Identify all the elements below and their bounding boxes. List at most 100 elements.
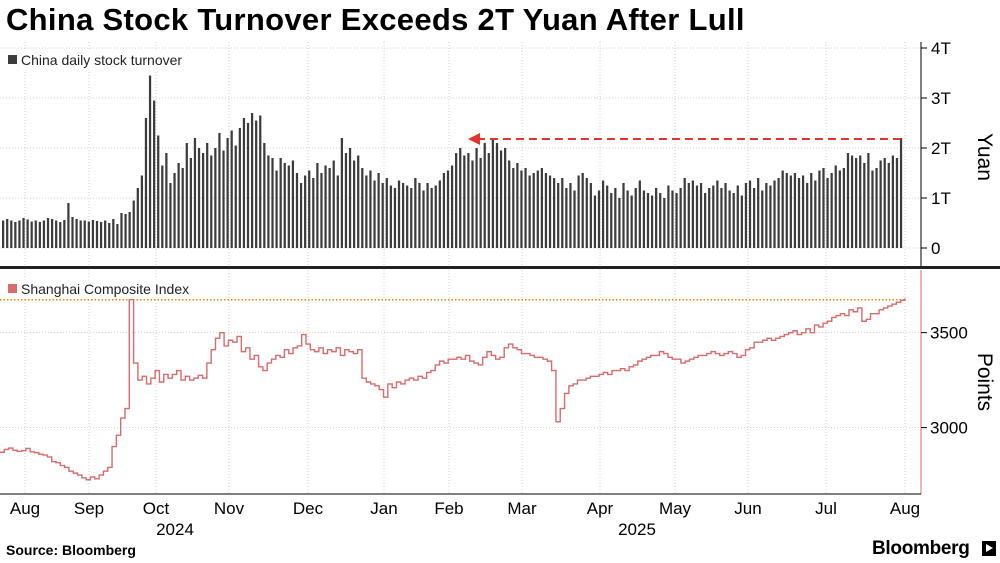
- turnover-bar: [59, 222, 62, 248]
- turnover-bar: [336, 175, 339, 248]
- turnover-bar: [761, 190, 764, 248]
- turnover-bar: [397, 180, 401, 248]
- turnover-bar: [250, 113, 254, 248]
- turnover-bar: [189, 158, 192, 248]
- turnover-bar: [299, 183, 303, 248]
- turnover-bar: [112, 219, 115, 248]
- turnover-bar: [206, 143, 209, 248]
- turnover-bar: [218, 133, 221, 248]
- turnover-bar: [646, 193, 650, 248]
- turnover-bar: [777, 178, 780, 248]
- turnover-bar: [757, 178, 760, 248]
- turnover-bar: [83, 220, 86, 248]
- turnover-bar: [185, 143, 188, 248]
- bottom-y-axis-title: Points: [973, 353, 996, 411]
- top-y-tick-label: 2T: [931, 139, 951, 158]
- turnover-bar: [181, 168, 184, 248]
- turnover-bar: [504, 148, 507, 248]
- turnover-bar: [22, 218, 25, 248]
- turnover-bar: [834, 165, 837, 248]
- x-tick-label-month: Aug: [10, 499, 40, 518]
- turnover-bar: [516, 163, 519, 248]
- turnover-bar: [597, 190, 601, 248]
- turnover-bar: [577, 175, 580, 248]
- turnover-bar: [455, 153, 458, 248]
- turnover-bar: [667, 185, 670, 248]
- turnover-bar: [879, 160, 882, 248]
- turnover-bar: [467, 153, 470, 248]
- turnover-bar: [357, 155, 360, 248]
- turnover-bar: [491, 138, 495, 248]
- legend-bg: [3, 49, 213, 71]
- turnover-bar: [279, 158, 282, 248]
- turnover-bar: [520, 170, 523, 248]
- turnover-bar: [328, 168, 331, 248]
- turnover-bar: [826, 178, 829, 248]
- turnover-bar: [316, 163, 319, 248]
- turnover-bar: [234, 145, 237, 248]
- top-y-tick-label: 0: [931, 239, 940, 258]
- turnover-bar: [373, 180, 376, 248]
- turnover-bar: [593, 195, 597, 248]
- index-series-line: [0, 298, 906, 481]
- turnover-bar: [116, 224, 119, 248]
- turnover-bar: [401, 183, 405, 248]
- turnover-bar: [50, 219, 54, 248]
- turnover-bar: [691, 180, 694, 248]
- turnover-bar: [210, 155, 213, 248]
- turnover-bar: [263, 143, 266, 248]
- turnover-bar: [601, 180, 605, 248]
- turnover-bar: [63, 220, 66, 248]
- turnover-bar: [26, 219, 29, 248]
- turnover-bar: [332, 160, 335, 248]
- turnover-bar: [55, 220, 58, 248]
- turnover-bar: [87, 221, 90, 248]
- turnover-bar: [818, 170, 821, 248]
- turnover-bar: [201, 153, 205, 248]
- turnover-bar: [512, 168, 515, 248]
- index-panel: Shanghai Composite Index 3000 3500 Points: [0, 270, 996, 494]
- turnover-bar: [724, 183, 727, 248]
- turnover-bar: [752, 188, 756, 248]
- turnover-bar: [340, 138, 343, 248]
- turnover-bar: [271, 158, 274, 248]
- turnover-bar: [650, 195, 654, 248]
- turnover-bar: [475, 148, 478, 248]
- turnover-bar: [463, 155, 466, 248]
- turnover-bar: [655, 188, 658, 248]
- turnover-bar: [553, 178, 556, 248]
- turnover-bar: [193, 138, 197, 248]
- turnover-bar: [381, 183, 384, 248]
- turnover-bar: [634, 188, 637, 248]
- turnover-bar: [414, 178, 417, 248]
- turnover-bar: [324, 165, 327, 248]
- turnover-bar: [508, 160, 511, 248]
- turnover-bar: [765, 183, 768, 248]
- turnover-bar: [246, 123, 250, 248]
- turnover-bar: [91, 220, 95, 248]
- turnover-bar: [353, 160, 356, 248]
- x-tick-label-month: Nov: [214, 499, 245, 518]
- turnover-bar: [740, 195, 743, 248]
- turnover-bar: [846, 153, 850, 248]
- turnover-bar: [471, 160, 474, 248]
- turnover-bar: [430, 188, 433, 248]
- turnover-bar: [214, 148, 217, 248]
- turnover-bar: [675, 193, 678, 248]
- turnover-bar: [495, 143, 499, 248]
- x-tick-label-month: Jul: [815, 499, 837, 518]
- turnover-bar: [720, 188, 723, 248]
- turnover-bar: [810, 173, 813, 248]
- turnover-bar: [671, 190, 674, 248]
- turnover-bar: [487, 153, 490, 248]
- x-axis: Aug Sep Oct Nov Dec Jan Feb Mar Apr May Jun Jul Aug 2…: [0, 493, 921, 539]
- turnover-bar: [459, 148, 462, 248]
- turnover-bar: [659, 193, 662, 248]
- turnover-bar: [606, 185, 609, 248]
- turnover-bar: [687, 183, 690, 248]
- legend-label-turnover: China daily stock turnover: [21, 52, 182, 68]
- turnover-bar: [728, 190, 731, 248]
- turnover-bar: [2, 220, 5, 248]
- turnover-bar: [695, 185, 699, 248]
